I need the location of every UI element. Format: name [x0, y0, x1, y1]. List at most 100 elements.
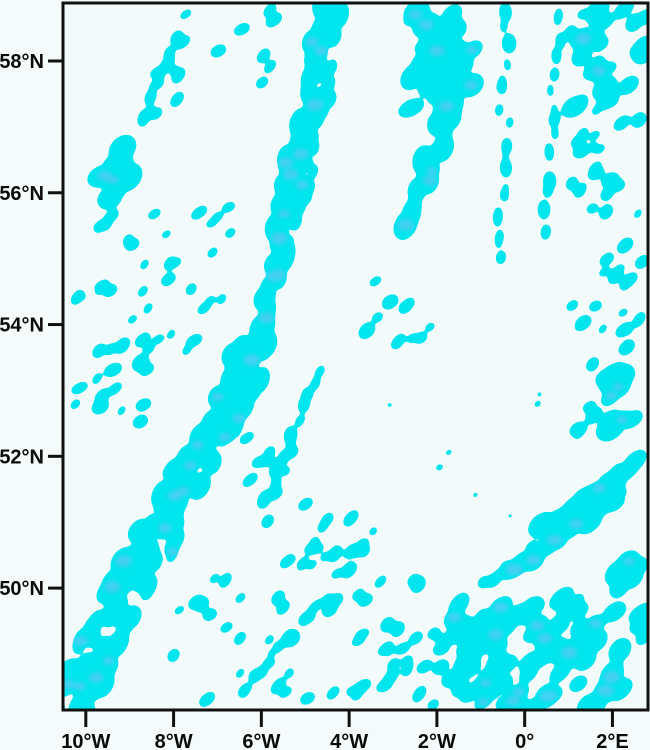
field-patch-tint	[73, 636, 88, 647]
field-patch	[323, 74, 336, 91]
field-patch	[608, 415, 619, 426]
field-patch	[104, 343, 118, 355]
field-patch	[357, 593, 373, 607]
field-patch-tint	[439, 101, 455, 112]
field-patch-tint	[447, 612, 461, 623]
field-patch	[569, 602, 589, 621]
field-patch	[326, 686, 340, 700]
field-patch	[500, 188, 509, 202]
field-patch	[124, 238, 140, 251]
field-patch-tint	[270, 232, 288, 245]
field-patch	[369, 526, 378, 536]
field-patch	[566, 300, 579, 311]
field-patch	[278, 686, 293, 698]
field-patch	[289, 447, 299, 459]
field-patch	[225, 227, 236, 239]
field-patch	[500, 157, 512, 178]
field-patch-tint	[266, 270, 282, 282]
field-patch	[298, 613, 312, 627]
field-patch	[309, 164, 318, 180]
field-patch-tint	[487, 629, 504, 640]
field-patch	[327, 545, 343, 563]
field-patch-tint	[74, 682, 86, 691]
field-patch	[391, 333, 406, 350]
field-patch	[279, 554, 296, 569]
field-patch	[496, 79, 507, 95]
field-patch	[170, 91, 184, 108]
field-patch	[140, 259, 149, 270]
field-patch	[235, 592, 246, 604]
field-patch-tint	[258, 312, 275, 324]
field-patch	[117, 337, 130, 350]
field-patch	[432, 641, 451, 656]
plot-frame	[61, 1, 650, 712]
field-patch-tint	[589, 619, 602, 629]
field-patch-tint	[408, 9, 423, 20]
field-patch-tint	[243, 354, 261, 367]
field-patch	[506, 116, 514, 129]
field-patch	[491, 674, 513, 694]
field-patch	[149, 66, 164, 79]
field-patch	[302, 157, 314, 172]
field-patch-tint	[592, 483, 606, 493]
field-patch	[95, 282, 107, 296]
field-patch-tint	[466, 46, 479, 55]
field-patch	[435, 464, 444, 471]
field-patch	[343, 543, 360, 559]
field-patch	[619, 273, 634, 291]
y-tick-label: 50°N	[0, 578, 44, 600]
field-patch	[408, 631, 423, 645]
field-patch	[202, 608, 217, 621]
field-patch	[544, 142, 554, 162]
field-patch-tint	[292, 148, 309, 160]
field-patch-tint	[591, 66, 606, 76]
field-patch	[634, 8, 648, 26]
field-patch	[383, 295, 397, 310]
field-patch	[633, 208, 642, 219]
field-patch	[210, 44, 227, 58]
field-patch-tint	[104, 581, 121, 593]
field-patch	[533, 400, 542, 408]
field-patch	[374, 575, 387, 588]
field-patch	[398, 297, 415, 314]
y-tick-label: 56°N	[0, 183, 44, 205]
field-patch-tint	[422, 175, 438, 186]
field-patch	[205, 295, 216, 305]
field-patch	[271, 590, 285, 606]
field-patch-tint	[158, 523, 172, 533]
field-patch	[592, 75, 618, 101]
field-patch	[555, 32, 566, 50]
field-patch-tint	[543, 690, 558, 702]
field-patch	[306, 559, 318, 570]
field-patch-tint	[278, 209, 290, 218]
field-patch-tint	[623, 557, 635, 566]
field-patch	[152, 334, 165, 345]
field-patch	[358, 322, 376, 340]
field-patch	[263, 446, 276, 460]
field-patch	[608, 638, 632, 663]
field-patch	[340, 561, 357, 579]
field-patch	[500, 19, 508, 33]
field-patch	[507, 512, 514, 519]
field-patch	[613, 3, 634, 20]
field-patch	[577, 128, 589, 137]
field-patch	[423, 48, 451, 73]
field-patch	[269, 459, 282, 478]
field-patch	[634, 255, 648, 269]
y-tick-label: 52°N	[0, 446, 44, 468]
field-patch	[631, 112, 647, 128]
field-patch	[297, 201, 306, 215]
field-patch	[598, 323, 608, 334]
field-patch	[149, 79, 159, 92]
field-patch	[314, 365, 325, 379]
field-patch	[195, 597, 209, 613]
field-patch-tint	[88, 672, 104, 683]
field-patch	[70, 289, 85, 305]
field-patch	[86, 625, 101, 648]
field-patch-tint	[314, 46, 328, 56]
field-patch	[618, 75, 639, 95]
field-patch	[570, 133, 587, 148]
field-patch	[298, 395, 310, 414]
field-patch	[93, 219, 107, 233]
field-patch	[174, 605, 185, 615]
